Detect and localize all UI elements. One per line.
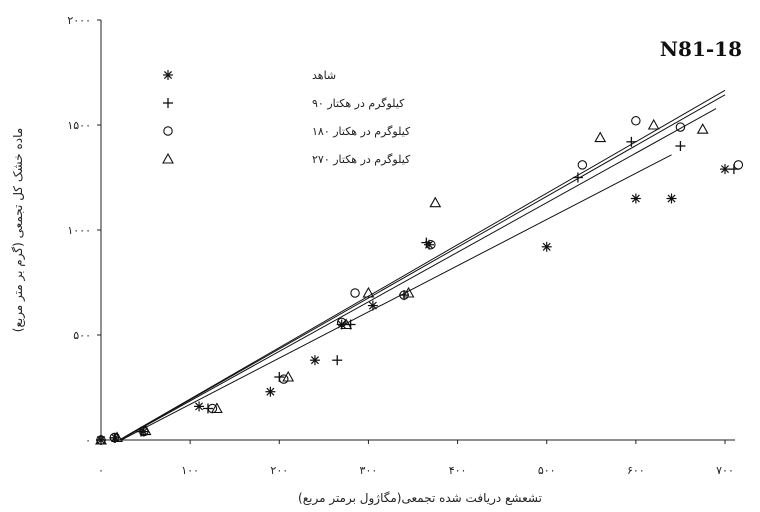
legend-label: شاهد	[312, 69, 336, 82]
point-series-0	[265, 386, 276, 397]
y-tick-label: ۲۰۰۰	[67, 14, 91, 27]
point-series-2	[278, 374, 289, 384]
point-series-3	[647, 118, 660, 130]
x-tick-label: ۵۰۰	[538, 464, 556, 477]
point-series-0	[309, 355, 320, 366]
point-series-1	[675, 141, 686, 151]
point-series-3	[210, 402, 223, 414]
point-series-0	[720, 164, 730, 175]
legend-marker-0	[163, 70, 173, 80]
x-tick-label: ۳۰۰	[360, 464, 378, 477]
legend-label: کیلوگرم در هکتار ۱۸۰	[312, 125, 411, 138]
x-tick-label: ۱۰۰	[181, 464, 199, 477]
point-series-3	[696, 123, 709, 134]
point-series-0	[194, 401, 205, 412]
point-series-2	[139, 426, 149, 437]
fit-line-series-3	[118, 89, 726, 441]
point-series-2	[577, 160, 588, 170]
point-series-1	[626, 136, 637, 147]
y-tick-label: ۱۰۰۰	[67, 224, 91, 237]
data-points	[95, 116, 744, 445]
fit-line-series-2	[119, 94, 726, 441]
point-series-3	[402, 286, 415, 298]
x-tick-label: ۶۰۰	[627, 464, 645, 477]
x-tick-label: ۲۰۰	[270, 464, 288, 477]
point-series-3	[282, 370, 295, 382]
legend-marker-2	[163, 126, 173, 136]
x-axis-title: تشعشع دریافت شده تجمعی(مگاژول برمتر مربع…	[298, 491, 542, 506]
point-series-2	[675, 122, 686, 132]
point-series-3	[139, 424, 152, 436]
chart-title: N81-18	[660, 37, 742, 61]
point-series-2	[426, 239, 436, 250]
fit-line-series-0	[121, 154, 672, 441]
point-series-0	[630, 193, 641, 204]
axis-ticks: ۰ ۱۰۰ ۲۰۰ ۳۰۰ ۴۰۰ ۵۰۰ ۶۰۰ ۷۰۰ ۰ ۵۰۰ ۱۰۰۰ ۱۵۰۰ ۲۰۰۰	[67, 14, 734, 477]
legend: شاهد کیلوگرم در هکتار ۹۰ کیلوگرم در هکتار …	[162, 69, 411, 166]
legend-marker-1	[163, 98, 173, 108]
x-tick-label: ۰	[98, 464, 104, 477]
fit-line-series-1	[119, 108, 717, 441]
point-series-3	[95, 433, 107, 445]
point-series-3	[429, 196, 442, 208]
regression-lines	[118, 89, 726, 441]
x-tick-label: ۷۰۰	[716, 464, 734, 477]
point-series-2	[631, 116, 641, 126]
y-tick-label: ۰	[85, 434, 91, 447]
point-series-2	[733, 160, 744, 170]
point-series-3	[594, 131, 607, 143]
legend-label: کیلوگرم در هکتار ۲۷۰	[312, 153, 411, 166]
x-tick-label: ۴۰۰	[449, 464, 467, 477]
y-tick-label: ۱۵۰۰	[67, 119, 91, 132]
point-series-3	[362, 286, 375, 298]
point-series-2	[399, 290, 409, 300]
point-series-0	[666, 193, 677, 204]
y-axis-title: ماده خشک کل تجمعی (گرم بر متر مربع)	[11, 128, 26, 332]
point-series-2	[350, 288, 360, 298]
legend-label: کیلوگرم در هکتار ۹۰	[312, 97, 405, 110]
y-tick-label: ۵۰۰	[73, 329, 91, 342]
point-series-0	[367, 300, 378, 311]
point-series-1	[572, 172, 583, 183]
point-series-0	[541, 241, 552, 252]
point-series-1	[332, 355, 343, 366]
point-series-3	[340, 318, 353, 330]
legend-marker-3	[162, 152, 174, 164]
point-series-3	[111, 431, 123, 443]
